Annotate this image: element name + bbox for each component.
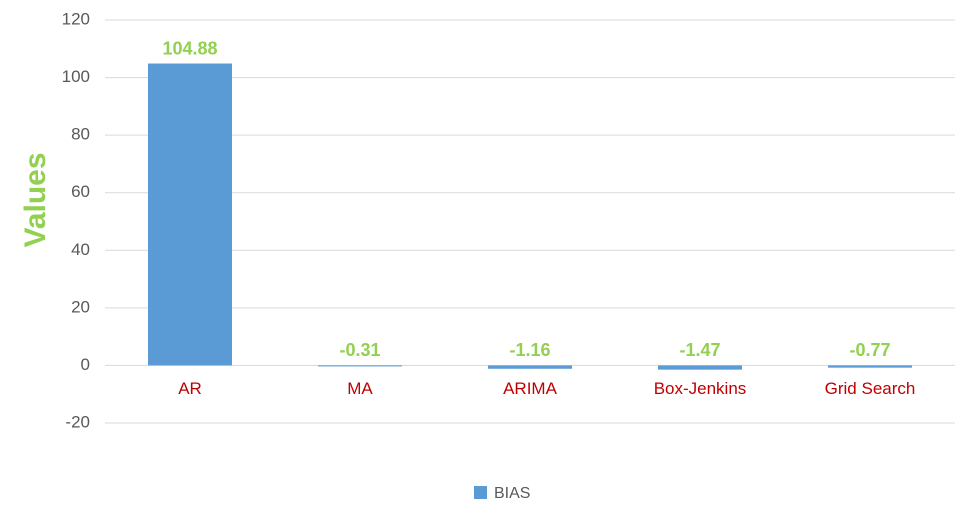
x-tick-label: ARIMA <box>503 379 558 398</box>
bar <box>828 365 912 368</box>
x-tick-label: AR <box>178 379 202 398</box>
legend-label: BIAS <box>494 485 530 502</box>
bar <box>148 63 232 366</box>
x-tick-label: Grid Search <box>825 379 916 398</box>
y-axis-title: Values <box>19 152 52 247</box>
y-tick-label: 60 <box>71 182 90 201</box>
bar <box>318 365 402 367</box>
data-label: 104.88 <box>162 38 217 58</box>
y-tick-label: 120 <box>62 9 90 28</box>
data-label: -1.16 <box>509 340 550 360</box>
y-tick-label: -20 <box>65 412 90 431</box>
bar <box>658 365 742 370</box>
legend-swatch <box>474 486 487 499</box>
x-tick-label: MA <box>347 379 373 398</box>
data-label: -0.77 <box>849 340 890 360</box>
y-tick-label: 80 <box>71 125 90 144</box>
y-tick-label: 0 <box>81 355 90 374</box>
bar <box>488 365 572 369</box>
y-tick-label: 100 <box>62 67 90 86</box>
y-tick-label: 40 <box>71 240 90 259</box>
y-tick-label: 20 <box>71 297 90 316</box>
data-label: -0.31 <box>339 340 380 360</box>
data-label: -1.47 <box>679 340 720 360</box>
x-tick-label: Box-Jenkins <box>654 379 747 398</box>
